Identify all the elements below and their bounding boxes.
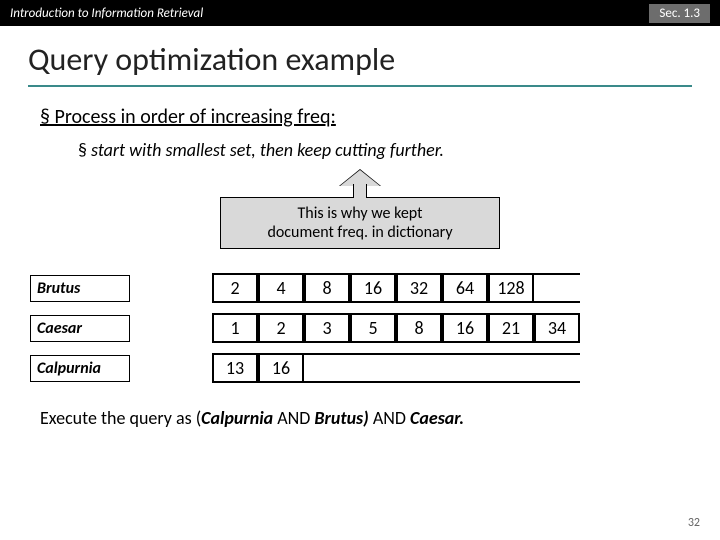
posting-cell-empty bbox=[304, 355, 350, 381]
term-row-caesar: Caesar 1 2 3 5 8 16 21 34 bbox=[30, 311, 690, 345]
posting-cell-empty bbox=[488, 355, 534, 381]
posting-cell: 32 bbox=[396, 275, 442, 301]
section-number: Sec. 1.3 bbox=[649, 4, 710, 23]
posting-cell: 16 bbox=[258, 355, 304, 381]
arrow-up-icon bbox=[340, 170, 380, 198]
callout-line-1: This is why we kept bbox=[229, 204, 491, 223]
postings-list: 2 4 8 16 32 64 128 bbox=[212, 273, 580, 303]
course-title: Introduction to Information Retrieval bbox=[10, 6, 203, 21]
bullet-level-1: Process in order of increasing freq: bbox=[40, 105, 680, 129]
posting-cell-empty bbox=[396, 355, 442, 381]
posting-cell: 64 bbox=[442, 275, 488, 301]
posting-cell-empty bbox=[442, 355, 488, 381]
term-row-calpurnia: Calpurnia 13 16 bbox=[30, 351, 690, 385]
posting-cell: 13 bbox=[212, 355, 258, 381]
bullet-level-2: start with smallest set, then keep cutti… bbox=[40, 139, 680, 161]
posting-cell-empty bbox=[350, 355, 396, 381]
posting-cell: 128 bbox=[488, 275, 534, 301]
execution-order: Execute the query as (Calpurnia AND Brut… bbox=[0, 391, 720, 445]
and-text: AND bbox=[369, 407, 410, 429]
bullet-list: Process in order of increasing freq: sta… bbox=[0, 93, 720, 169]
term-label: Caesar bbox=[30, 315, 130, 342]
posting-cell: 21 bbox=[488, 315, 534, 341]
posting-cell-empty bbox=[534, 355, 580, 381]
term-brutus: Brutus) bbox=[314, 407, 368, 429]
and-text: AND bbox=[273, 407, 314, 429]
term-row-brutus: Brutus 2 4 8 16 32 64 128 bbox=[30, 271, 690, 305]
term-label: Brutus bbox=[30, 275, 130, 302]
posting-cell: 2 bbox=[212, 275, 258, 301]
posting-cell: 34 bbox=[534, 315, 580, 341]
posting-cell-empty bbox=[534, 275, 580, 301]
title-area: Query optimization example bbox=[0, 26, 720, 93]
posting-cell: 4 bbox=[258, 275, 304, 301]
callout-line-2: document freq. in dictionary bbox=[229, 223, 491, 242]
slide-title: Query optimization example bbox=[28, 40, 692, 79]
posting-cell: 16 bbox=[350, 275, 396, 301]
postings-list: 1 2 3 5 8 16 21 34 bbox=[212, 313, 580, 343]
posting-cell: 2 bbox=[258, 315, 304, 341]
page-number: 32 bbox=[688, 516, 700, 530]
posting-cell: 5 bbox=[350, 315, 396, 341]
postings-table: Brutus 2 4 8 16 32 64 128 Caesar 1 2 3 5… bbox=[0, 249, 720, 385]
title-underline bbox=[28, 85, 692, 87]
term-label: Calpurnia bbox=[30, 355, 130, 382]
posting-cell: 8 bbox=[396, 315, 442, 341]
postings-list: 13 16 bbox=[212, 353, 580, 383]
posting-cell: 3 bbox=[304, 315, 350, 341]
header-bar: Introduction to Information Retrieval Se… bbox=[0, 0, 720, 26]
term-calpurnia: Calpurnia bbox=[201, 407, 273, 429]
posting-cell: 8 bbox=[304, 275, 350, 301]
posting-cell: 1 bbox=[212, 315, 258, 341]
footer-text: Execute the query as ( bbox=[40, 407, 201, 429]
callout-box: This is why we kept document freq. in di… bbox=[220, 197, 500, 249]
term-caesar: Caesar. bbox=[410, 407, 464, 429]
posting-cell: 16 bbox=[442, 315, 488, 341]
